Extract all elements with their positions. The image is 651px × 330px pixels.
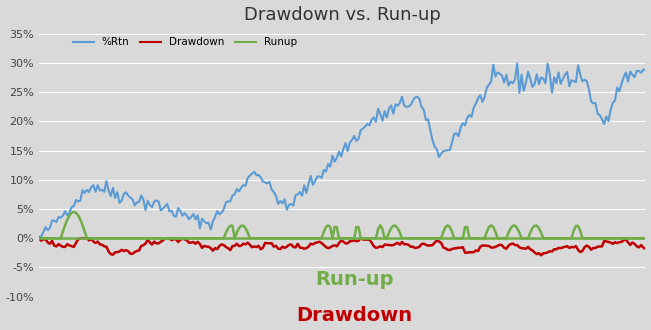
%Rtn [129,197,137,201]
Drawdown [641,247,649,251]
Drawdown [326,246,334,249]
Line: Runup: Runup [39,212,645,238]
%Rtn [641,68,649,72]
Line: Drawdown: Drawdown [39,238,645,255]
Runup [70,210,77,214]
Text: Drawdown: Drawdown [296,307,413,325]
Drawdown [409,245,417,249]
Drawdown [542,251,549,255]
Runup [383,236,391,240]
%Rtn [513,61,521,65]
Drawdown [35,236,43,240]
Runup [35,236,43,240]
Drawdown [381,243,389,247]
%Rtn [381,109,389,113]
%Rtn [35,235,43,239]
Runup [329,236,337,240]
Drawdown [537,253,545,257]
Title: Drawdown vs. Run-up: Drawdown vs. Run-up [244,6,441,23]
Runup [537,231,545,235]
Legend: %Rtn, Drawdown, Runup: %Rtn, Drawdown, Runup [68,33,301,51]
Drawdown [129,252,137,256]
%Rtn [409,99,417,103]
%Rtn [326,165,334,169]
%Rtn [537,75,545,79]
Runup [411,236,419,240]
Drawdown [535,251,543,255]
Runup [641,236,649,240]
Line: %Rtn: %Rtn [39,63,645,237]
Text: Run-up: Run-up [315,270,394,289]
%Rtn [542,81,549,85]
Runup [542,236,549,240]
Runup [131,236,139,240]
